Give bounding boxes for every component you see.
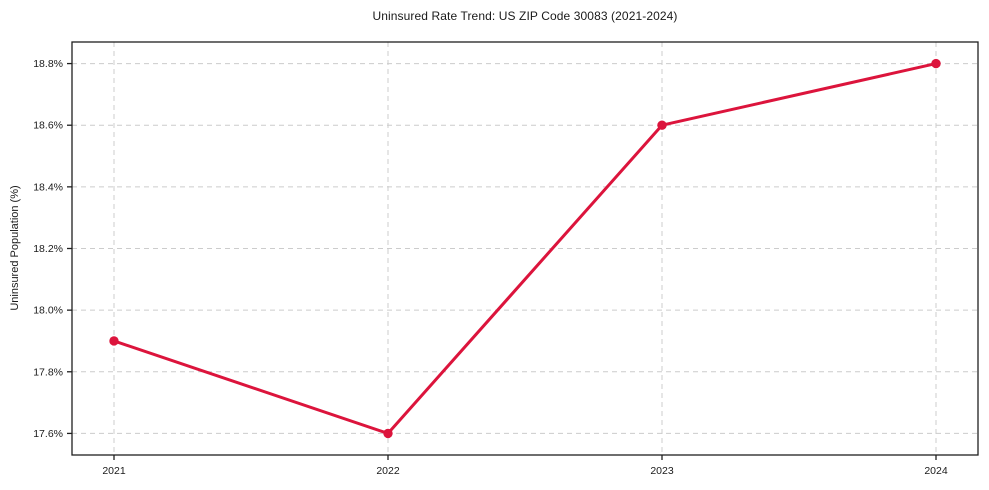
y-tick-label: 18.4% xyxy=(33,181,63,193)
y-tick-label: 17.8% xyxy=(33,366,63,378)
y-tick-label: 18.8% xyxy=(33,58,63,70)
trend-line xyxy=(112,62,938,435)
data-point-marker xyxy=(657,120,667,130)
x-tick-label: 2023 xyxy=(650,465,674,477)
y-tick-label: 18.2% xyxy=(33,243,63,255)
data-point-marker xyxy=(109,336,119,346)
chart-title: Uninsured Rate Trend: US ZIP Code 30083 … xyxy=(372,9,678,23)
y-tick-label: 17.6% xyxy=(33,428,63,440)
data-point-marker xyxy=(931,58,941,69)
x-tick-label: 2022 xyxy=(376,465,400,477)
y-tick-label: 18.0% xyxy=(33,305,63,317)
data-point-marker xyxy=(383,428,393,439)
x-tick-label: 2024 xyxy=(924,465,948,477)
x-tick-label: 2021 xyxy=(102,465,126,477)
y-tick-label: 18.6% xyxy=(33,120,63,132)
